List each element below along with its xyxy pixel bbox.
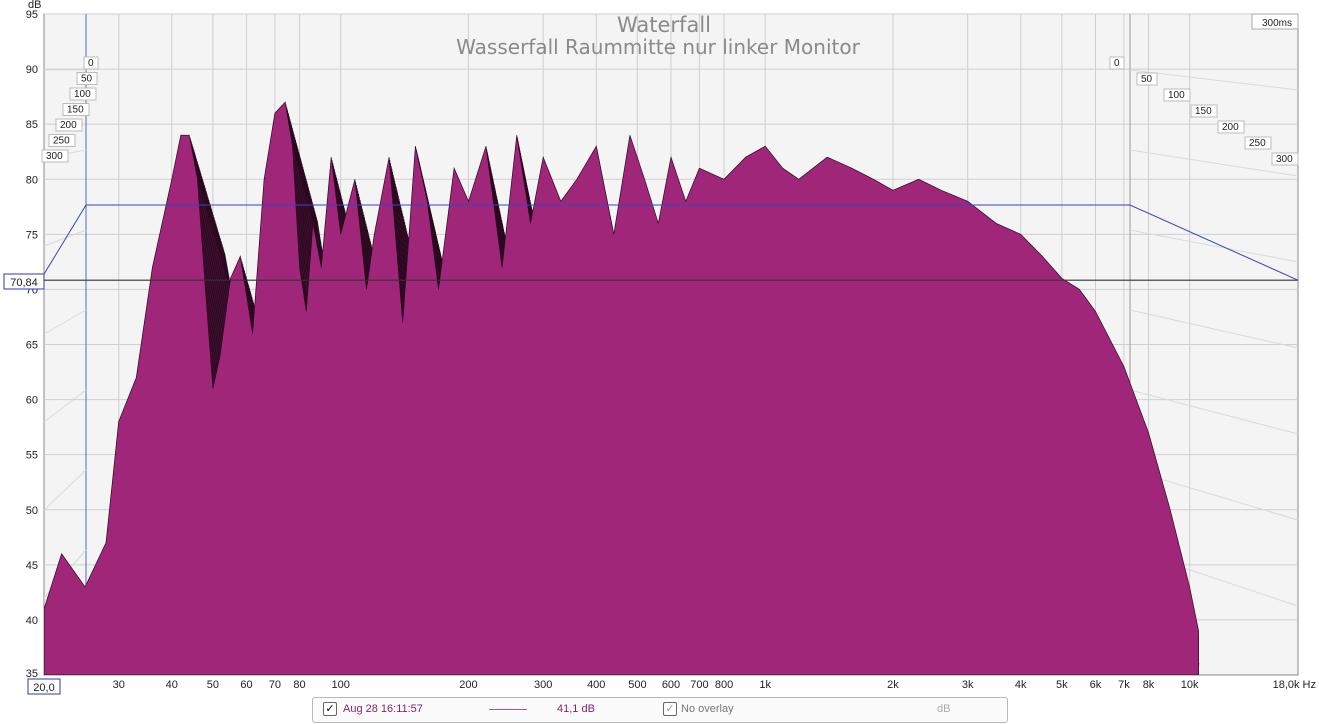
time-tick-box	[83, 56, 99, 70]
x-tick-label: 2k	[887, 679, 899, 691]
peak-reference-line	[43, 204, 1299, 281]
x-tick-label: 500	[628, 679, 646, 691]
time-tick-label-right: 250	[1249, 138, 1266, 149]
x-tick-label: 800	[715, 679, 733, 691]
time-tick-box	[1109, 56, 1125, 70]
perspective-left	[43, 389, 87, 423]
time-tick-label-left: 200	[60, 120, 77, 131]
time-tick-label-left: 100	[74, 89, 91, 100]
y-cursor-readout: 70,84	[10, 277, 38, 289]
time-tick-box	[1244, 136, 1272, 150]
perspective-right	[1129, 69, 1299, 91]
measurement-name: Aug 28 16:11:57	[343, 703, 423, 715]
perspective-left	[43, 309, 87, 335]
x-start-readout-box	[27, 678, 61, 695]
chart-subtitle: Wasserfall Raummitte nur linker Monitor	[456, 35, 860, 59]
y-tick-label: 40	[26, 615, 38, 627]
time-tick-label-left: 0	[88, 58, 94, 69]
series-swatch	[489, 709, 527, 710]
x-tick-label: 7k	[1118, 679, 1130, 691]
time-tick-label-right: 200	[1222, 122, 1239, 133]
perspective-right	[1129, 309, 1299, 349]
measurement-checkbox[interactable]: ✓	[323, 702, 337, 716]
time-axis-ticks: 0 0 50 50 100 100 150 150 200 200 250 250 300 300	[41, 56, 1299, 166]
x-tick-label: 8k	[1143, 679, 1155, 691]
y-cursor-readout-box	[3, 273, 45, 290]
overlay-checkbox[interactable]: ✓	[663, 702, 677, 716]
waterfall-slices	[44, 101, 1200, 675]
time-tick-label-right: 300	[1276, 154, 1293, 165]
x-start-readout: 20,0	[33, 682, 54, 694]
time-tick-box	[1217, 120, 1245, 134]
time-tick-box	[69, 87, 97, 101]
x-tick-label: 6k	[1090, 679, 1102, 691]
overlay-unit: dB	[937, 703, 951, 715]
x-tick-label: 40	[166, 679, 178, 691]
time-tick-label-right: 150	[1195, 106, 1212, 117]
x-tick-label: 700	[690, 679, 708, 691]
x-tick-label: 80	[293, 679, 305, 691]
time-tick-box	[41, 149, 69, 163]
x-tick-label: 1k	[759, 679, 771, 691]
time-tick-box	[62, 103, 90, 116]
y-tick-label: 75	[26, 229, 38, 241]
x-tick-label: 300	[534, 679, 552, 691]
perspective-right	[1129, 149, 1299, 177]
y-tick-label: 50	[26, 505, 38, 517]
reference-lines	[43, 204, 1299, 281]
x-tick-label: 5k	[1056, 679, 1068, 691]
time-tick-box	[76, 72, 98, 85]
time-tick-label-right: 50	[1141, 74, 1153, 85]
measurement-level: 41,1 dB	[557, 703, 595, 715]
y-tick-label: 80	[26, 174, 38, 186]
time-tick-label-left: 50	[81, 74, 93, 85]
perspective-left	[43, 469, 87, 511]
time-tick-label-left: 250	[53, 136, 70, 147]
legend-bar: ✓ Aug 28 16:11:57 41,1 dB ✓ No overlay d…	[312, 697, 1008, 723]
x-axis-ticks: 30 40 50 60 70 80 100 200 300 400 500 600 700 800 1k 2k…	[113, 679, 1199, 691]
time-tick-label-right: 100	[1168, 90, 1185, 101]
time-tick-label-left: 150	[67, 105, 84, 116]
time-range-box	[1251, 13, 1299, 30]
x-tick-label: 4k	[1015, 679, 1027, 691]
chart-title: Waterfall	[617, 13, 711, 37]
y-tick-label: 85	[26, 119, 38, 131]
perspective-right	[1129, 229, 1299, 263]
time-tick-box	[1136, 72, 1158, 86]
x-tick-label: 400	[587, 679, 605, 691]
x-tick-label: 100	[332, 679, 350, 691]
x-tick-label: 10k	[1181, 679, 1199, 691]
x-tick-label: 60	[240, 679, 252, 691]
time-tick-box	[1190, 104, 1218, 118]
y-tick-label: 60	[26, 395, 38, 407]
overlay-name: No overlay	[681, 703, 734, 715]
x-tick-label: 30	[113, 679, 125, 691]
perspective-left	[43, 229, 87, 247]
time-tick-label-left: 300	[46, 151, 63, 162]
time-tick-box	[1271, 152, 1299, 166]
x-tick-label: 600	[662, 679, 680, 691]
y-tick-label: 95	[26, 9, 38, 21]
perspective-right	[1129, 389, 1299, 435]
y-tick-label: 55	[26, 450, 38, 462]
x-tick-label: 3k	[962, 679, 974, 691]
time-tick-box	[1163, 88, 1191, 102]
time-tick-box	[55, 118, 83, 132]
y-tick-label: 90	[26, 64, 38, 76]
y-tick-label: 35	[26, 668, 38, 680]
time-tick-box	[48, 134, 76, 147]
x-tick-label: 70	[269, 679, 281, 691]
time-tick-label-right: 0	[1114, 58, 1120, 69]
time-range-label: 300ms	[1262, 18, 1292, 29]
x-tick-label: 200	[459, 679, 477, 691]
x-end-label: 18,0k Hz	[1273, 679, 1316, 691]
x-tick-label: 50	[207, 679, 219, 691]
y-tick-label: 45	[26, 560, 38, 572]
y-tick-label: 65	[26, 340, 38, 352]
y-axis-label: dB	[28, 0, 41, 11]
